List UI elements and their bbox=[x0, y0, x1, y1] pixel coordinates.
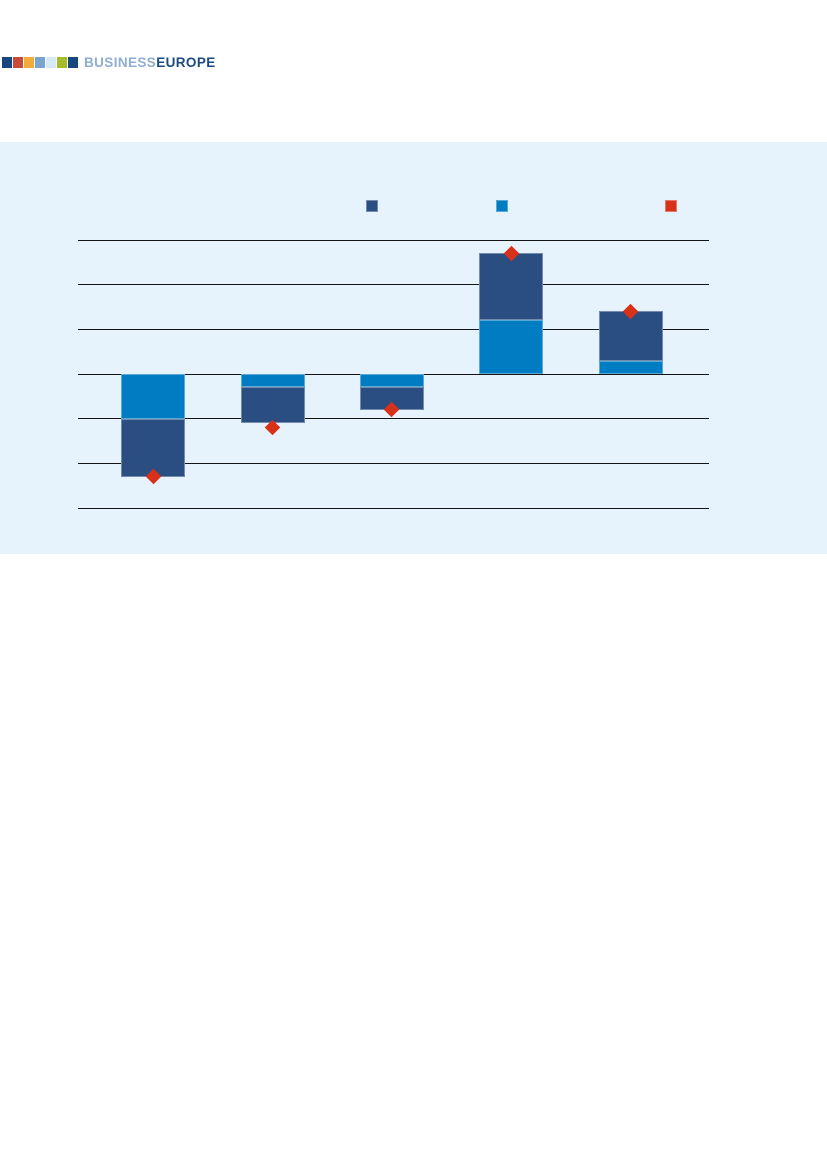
logo-square-5 bbox=[46, 57, 56, 68]
gridline-2 bbox=[78, 284, 709, 286]
businesseurope-wordmark: BUSINESSEUROPE bbox=[84, 56, 216, 70]
bar-4-dark-blue-segment bbox=[479, 253, 543, 321]
chart-panel bbox=[0, 142, 827, 554]
wordmark-europe: EUROPE bbox=[156, 55, 216, 70]
logo-square-3 bbox=[24, 57, 34, 68]
gridline-1 bbox=[78, 328, 709, 330]
legend-swatch-red-diamond-series bbox=[665, 200, 677, 212]
bar-5-dark-blue-segment bbox=[598, 311, 663, 361]
bar-3-light-blue-segment bbox=[359, 374, 424, 388]
logo-square-1 bbox=[2, 57, 12, 68]
bar-1-light-blue-segment bbox=[121, 374, 185, 419]
legend-swatch-light-blue-series bbox=[496, 200, 508, 212]
logo-square-7 bbox=[68, 57, 78, 68]
gridline-3 bbox=[78, 239, 709, 241]
logo-square-4 bbox=[35, 57, 45, 68]
logo-square-6 bbox=[57, 57, 67, 68]
bar-4-light-blue-segment bbox=[479, 320, 543, 374]
bar-2-dark-blue-segment bbox=[240, 387, 305, 424]
bar-1-dark-blue-segment bbox=[121, 418, 185, 477]
bar-2-light-blue-segment bbox=[240, 374, 305, 388]
bar-5-light-blue-segment bbox=[598, 360, 663, 374]
gridline--2 bbox=[78, 462, 709, 464]
wordmark-business: BUSINESS bbox=[84, 55, 157, 70]
gridline--1 bbox=[78, 418, 709, 420]
legend-swatch-dark-blue-series bbox=[366, 200, 378, 212]
businesseurope-logo bbox=[2, 57, 79, 68]
gridline--3 bbox=[78, 507, 709, 509]
logo-square-2 bbox=[13, 57, 23, 68]
